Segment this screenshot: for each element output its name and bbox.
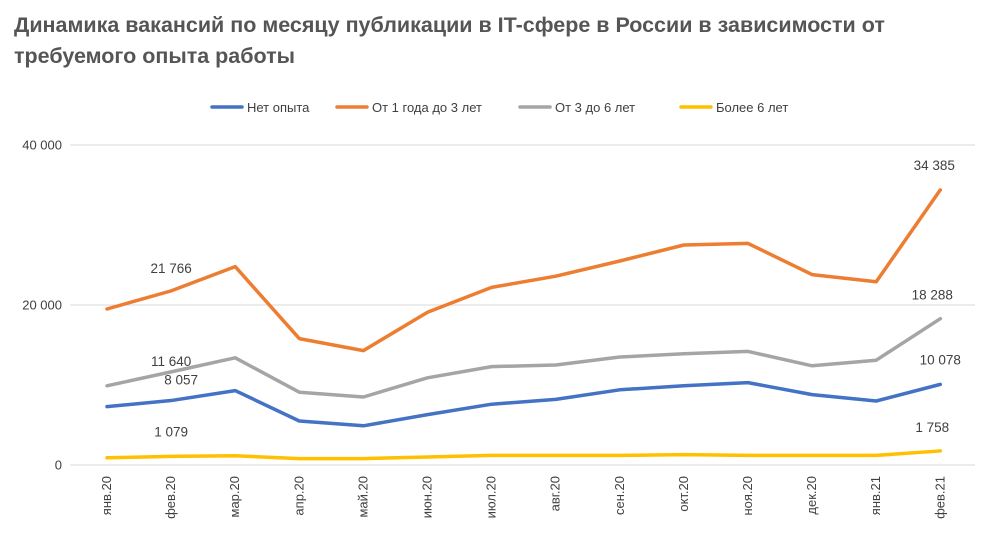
legend-label: От 1 года до 3 лет bbox=[372, 100, 482, 115]
data-label: 18 288 bbox=[912, 288, 953, 303]
x-tick-label: дек.20 bbox=[804, 476, 819, 515]
x-tick-label: мар.20 bbox=[227, 476, 242, 517]
x-tick-label: сен.20 bbox=[612, 476, 627, 515]
data-label: 1 079 bbox=[154, 424, 188, 439]
legend-label: Нет опыта bbox=[247, 100, 310, 115]
x-tick-label: янв.20 bbox=[99, 476, 114, 515]
data-label: 10 078 bbox=[920, 352, 961, 367]
x-tick-label: янв.21 bbox=[868, 476, 883, 515]
legend-label: От 3 до 6 лет bbox=[555, 100, 635, 115]
series-line bbox=[105, 188, 943, 353]
data-label: 11 640 bbox=[151, 354, 191, 369]
y-tick-label: 20 000 bbox=[22, 298, 62, 313]
x-tick-label: май.20 bbox=[355, 476, 370, 518]
series-line bbox=[105, 316, 943, 399]
chart-title: Динамика вакансий по месяцу публикации в… bbox=[14, 13, 885, 68]
x-tick-label: фев.21 bbox=[932, 476, 947, 519]
data-label: 8 057 bbox=[164, 373, 198, 388]
data-label: 21 766 bbox=[150, 261, 191, 276]
x-tick-label: авг.20 bbox=[548, 476, 563, 511]
data-label: 34 385 bbox=[914, 158, 955, 173]
series-line bbox=[105, 449, 943, 461]
y-tick-label: 40 000 bbox=[22, 138, 62, 153]
y-tick-label: 0 bbox=[55, 458, 62, 473]
x-tick-label: ноя.20 bbox=[740, 476, 755, 516]
x-tick-label: апр.20 bbox=[291, 476, 306, 516]
legend-label: Более 6 лет bbox=[716, 100, 788, 115]
x-tick-label: июл.20 bbox=[484, 476, 499, 518]
x-tick-label: окт.20 bbox=[676, 476, 691, 512]
data-label: 1 758 bbox=[915, 420, 949, 435]
x-tick-label: фев.20 bbox=[163, 476, 178, 519]
x-tick-label: июн.20 bbox=[420, 476, 435, 518]
series-line bbox=[105, 380, 943, 428]
